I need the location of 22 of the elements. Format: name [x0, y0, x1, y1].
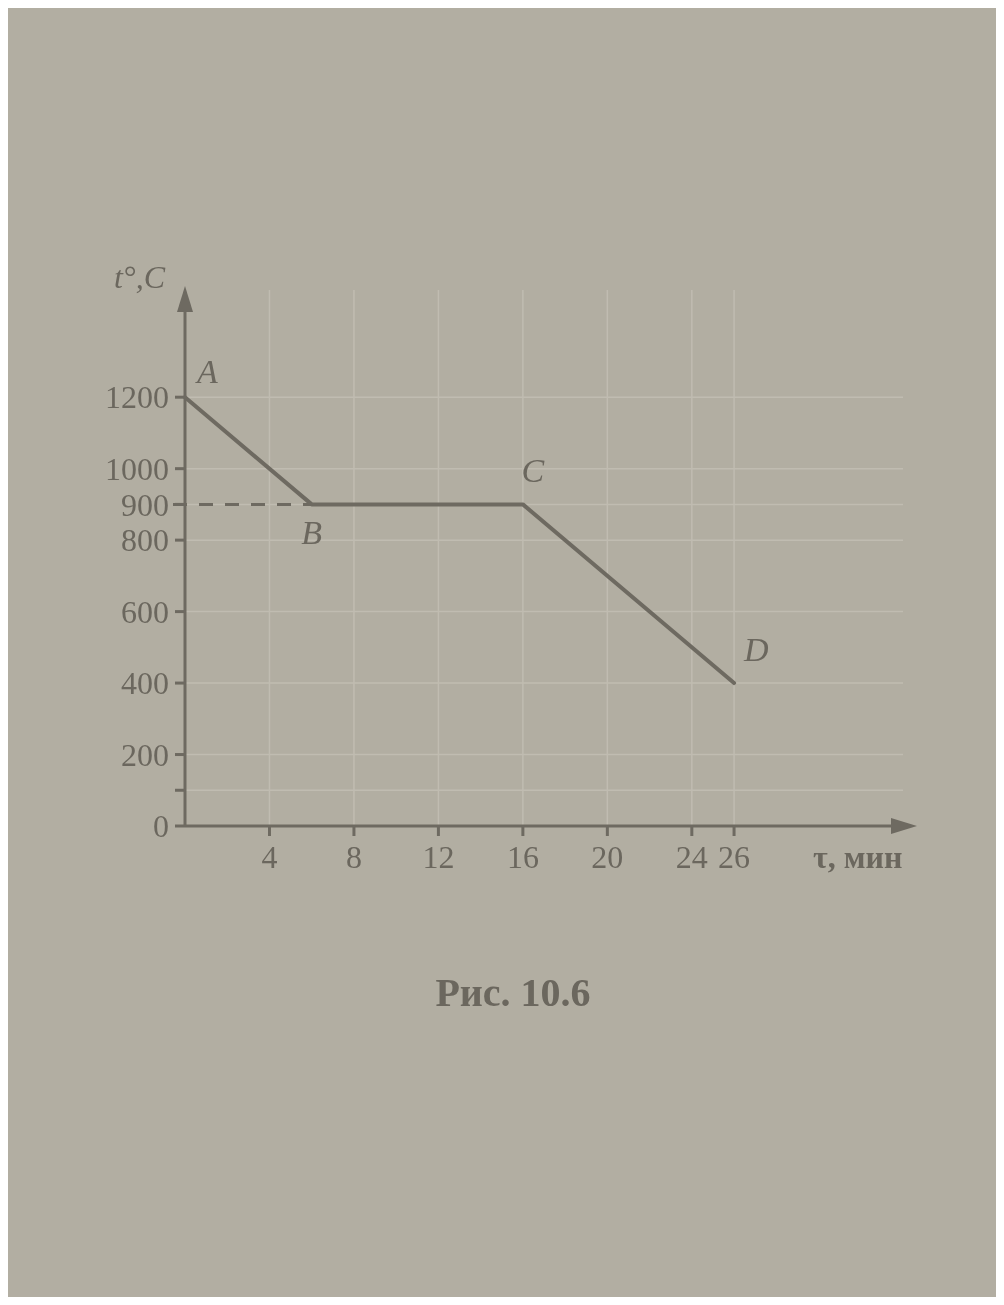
annotation: A [195, 353, 218, 391]
y-tick-label: 600 [121, 593, 169, 630]
x-tick-label: 16 [506, 839, 539, 875]
y-tick-label: 800 [121, 522, 169, 559]
annotation: B [301, 514, 323, 552]
y-tick-label: 400 [121, 665, 169, 702]
y-tick-label: 1200 [105, 379, 169, 416]
text: Рис. 10.6 [435, 970, 591, 1015]
y-axis-title: t°,C [113, 259, 166, 295]
x-tick-label: 24 [675, 839, 708, 875]
x-tick-label: 26 [718, 839, 751, 875]
x-tick-label: 4 [261, 839, 278, 875]
x-tick-label: 12 [422, 839, 455, 875]
x-tick-label: 20 [591, 839, 624, 875]
x-axis-title: τ, мин [813, 839, 903, 875]
y-tick-label: 900 [121, 486, 169, 523]
x-tick-label: 8 [345, 839, 362, 875]
annotation: C [521, 452, 545, 490]
y-tick-label: 1000 [105, 450, 169, 487]
y-tick-label: 200 [121, 736, 169, 773]
y-tick-label: 0 [153, 808, 169, 845]
annotation: D [743, 631, 770, 669]
